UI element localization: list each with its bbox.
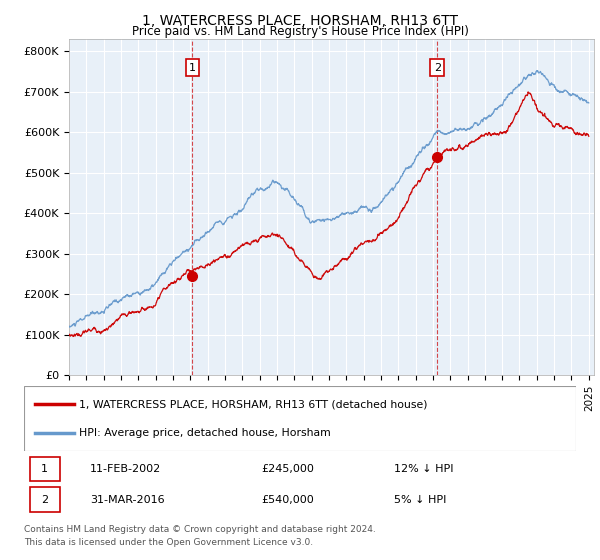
Text: 31-MAR-2016: 31-MAR-2016 <box>90 495 165 505</box>
Text: Price paid vs. HM Land Registry's House Price Index (HPI): Price paid vs. HM Land Registry's House … <box>131 25 469 38</box>
FancyBboxPatch shape <box>29 457 60 481</box>
FancyBboxPatch shape <box>29 487 60 512</box>
FancyBboxPatch shape <box>24 386 576 451</box>
Text: 1: 1 <box>41 464 48 474</box>
Text: £245,000: £245,000 <box>262 464 314 474</box>
Text: HPI: Average price, detached house, Horsham: HPI: Average price, detached house, Hors… <box>79 428 331 438</box>
Text: 2: 2 <box>41 495 48 505</box>
Text: 12% ↓ HPI: 12% ↓ HPI <box>394 464 454 474</box>
Text: 11-FEB-2002: 11-FEB-2002 <box>90 464 161 474</box>
Text: 2: 2 <box>434 63 441 73</box>
Text: £540,000: £540,000 <box>262 495 314 505</box>
Text: 1: 1 <box>189 63 196 73</box>
Text: 5% ↓ HPI: 5% ↓ HPI <box>394 495 446 505</box>
Text: 1, WATERCRESS PLACE, HORSHAM, RH13 6TT: 1, WATERCRESS PLACE, HORSHAM, RH13 6TT <box>142 14 458 28</box>
Text: Contains HM Land Registry data © Crown copyright and database right 2024.
This d: Contains HM Land Registry data © Crown c… <box>24 525 376 547</box>
Text: 1, WATERCRESS PLACE, HORSHAM, RH13 6TT (detached house): 1, WATERCRESS PLACE, HORSHAM, RH13 6TT (… <box>79 399 428 409</box>
